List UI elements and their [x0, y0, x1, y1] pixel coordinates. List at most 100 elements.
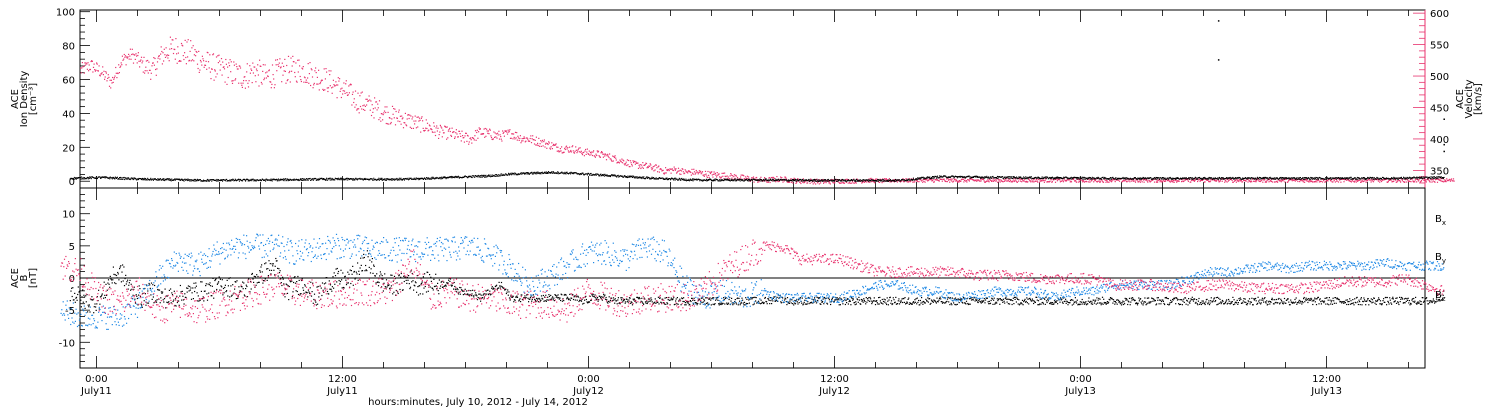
- density-point: [1341, 177, 1343, 179]
- velocity-point: [590, 153, 592, 155]
- density-point: [1219, 177, 1221, 179]
- velocity-point: [297, 71, 299, 73]
- density-point: [566, 171, 568, 173]
- velocity-point: [217, 55, 219, 57]
- velocity-point: [323, 89, 325, 91]
- velocity-point: [113, 77, 115, 79]
- velocity-point: [520, 142, 522, 144]
- density-point: [228, 180, 230, 182]
- density-point: [1170, 178, 1172, 180]
- velocity-point: [177, 46, 179, 48]
- density-point: [1335, 178, 1337, 180]
- velocity-point: [708, 176, 710, 178]
- velocity-point: [714, 173, 716, 175]
- velocity-point: [1299, 179, 1301, 181]
- density-point: [607, 175, 609, 177]
- density-point: [1214, 178, 1216, 180]
- velocity-point: [250, 68, 252, 70]
- velocity-point: [1283, 178, 1285, 180]
- velocity-point: [225, 63, 227, 65]
- density-point: [333, 178, 335, 180]
- velocity-point: [1168, 180, 1170, 182]
- velocity-point: [1416, 181, 1418, 183]
- velocity-point: [1097, 180, 1099, 182]
- velocity-point: [740, 174, 742, 176]
- velocity-point: [274, 84, 276, 86]
- velocity-point: [914, 181, 916, 183]
- density-point: [564, 171, 566, 173]
- density-point: [301, 179, 303, 181]
- velocity-point: [1331, 181, 1333, 183]
- density-point: [741, 179, 743, 181]
- density-point: [81, 178, 83, 180]
- velocity-point: [1110, 181, 1113, 183]
- velocity-point: [1118, 180, 1121, 182]
- density-point: [662, 177, 664, 179]
- velocity-point: [479, 128, 481, 130]
- density-point: [1285, 177, 1287, 179]
- density-point: [348, 178, 350, 180]
- density-point: [1258, 176, 1260, 178]
- velocity-point: [663, 173, 665, 175]
- velocity-point: [916, 180, 918, 182]
- density-point: [760, 179, 762, 181]
- velocity-point: [84, 64, 87, 66]
- velocity-point: [1224, 181, 1226, 183]
- density-point: [937, 175, 939, 177]
- velocity-point: [209, 54, 211, 56]
- density-point: [721, 180, 723, 182]
- velocity-point: [261, 83, 263, 85]
- density-point: [507, 174, 509, 176]
- velocity-point: [421, 116, 423, 118]
- velocity-point: [240, 82, 242, 84]
- velocity-point: [1219, 180, 1221, 182]
- density-point: [466, 176, 468, 178]
- velocity-point: [1110, 180, 1112, 182]
- velocity-point: [533, 139, 535, 141]
- velocity-point: [1026, 180, 1028, 182]
- density-point: [983, 177, 985, 179]
- density-point: [521, 172, 523, 174]
- velocity-point: [751, 177, 753, 179]
- velocity-point: [221, 74, 223, 76]
- velocity-point: [406, 118, 408, 120]
- velocity-point: [1130, 179, 1132, 181]
- density-point: [1231, 177, 1233, 179]
- velocity-point: [436, 125, 438, 127]
- velocity-point: [973, 179, 975, 181]
- velocity-point: [271, 64, 274, 66]
- velocity-point: [1281, 179, 1284, 181]
- velocity-point: [525, 137, 528, 139]
- density-point: [415, 177, 417, 179]
- velocity-point: [519, 137, 521, 140]
- density-point: [1269, 176, 1271, 178]
- density-point: [1031, 178, 1033, 180]
- density-point: [1271, 177, 1273, 179]
- velocity-point: [508, 130, 510, 132]
- velocity-point: [260, 65, 262, 67]
- density-point: [926, 177, 928, 179]
- velocity-point: [309, 62, 311, 64]
- density-point: [515, 173, 517, 175]
- density-point: [824, 180, 826, 182]
- density-point: [1287, 178, 1289, 180]
- velocity-point: [851, 181, 854, 183]
- velocity-point: [476, 129, 478, 131]
- velocity-point: [446, 126, 448, 128]
- density-point: [705, 178, 707, 180]
- velocity-point: [1182, 178, 1184, 181]
- velocity-point: [788, 181, 790, 183]
- velocity-point: [722, 172, 724, 174]
- velocity-point: [829, 183, 831, 185]
- density-point: [282, 178, 284, 180]
- density-point: [248, 179, 250, 181]
- density-point: [813, 179, 815, 181]
- velocity-point: [342, 93, 344, 95]
- density-point: [394, 179, 396, 181]
- velocity-point: [955, 178, 957, 180]
- density-point: [183, 179, 185, 181]
- density-point: [1098, 177, 1100, 179]
- velocity-point: [713, 171, 715, 173]
- density-point: [860, 180, 862, 182]
- velocity-point: [962, 178, 964, 180]
